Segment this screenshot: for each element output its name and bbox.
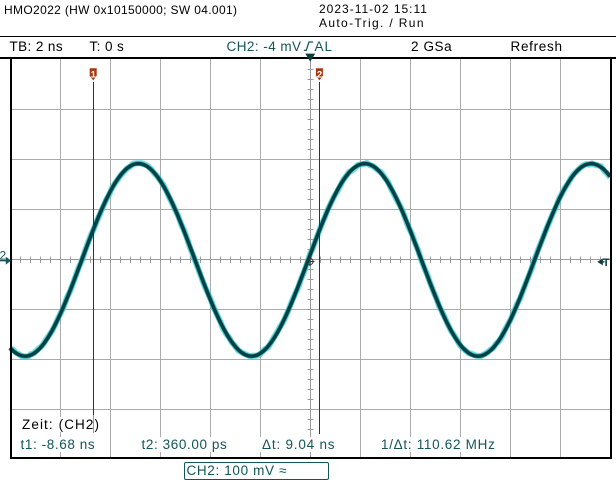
svg-text:2: 2 (0, 248, 7, 262)
svg-text:1: 1 (91, 69, 97, 80)
svg-text:2: 2 (317, 69, 322, 80)
svg-text:T: T (603, 257, 610, 269)
